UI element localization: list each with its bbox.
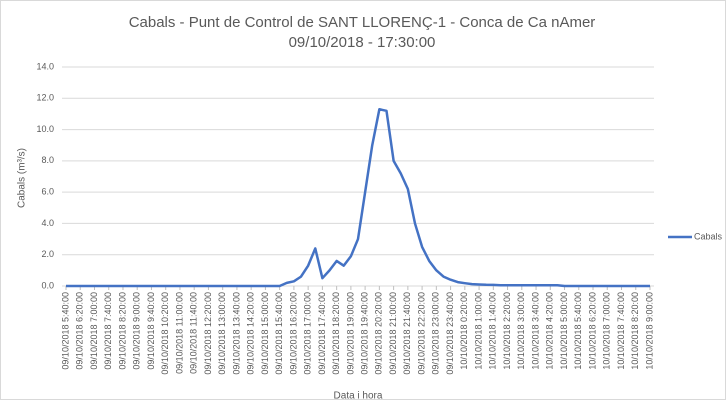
x-tick-label: 09/10/2018 6:20:00 [75, 292, 85, 370]
x-tick-label: 09/10/2018 15:40:00 [274, 292, 284, 375]
y-tick-label: 4.0 [41, 218, 54, 228]
x-tick-label: 09/10/2018 22:20:00 [416, 292, 426, 375]
x-tick-label: 09/10/2018 11:40:00 [189, 292, 199, 374]
y-tick-label: 6.0 [41, 187, 54, 197]
y-tick-label: 14.0 [36, 61, 54, 71]
x-tick-label: 10/10/2018 3:40:00 [530, 292, 540, 370]
y-tick-label: 0.0 [41, 280, 54, 290]
x-tick-label: 09/10/2018 21:40:00 [402, 292, 412, 375]
x-tick-label: 10/10/2018 8:20:00 [630, 292, 640, 370]
chart-subtitle: 09/10/2018 - 17:30:00 [289, 34, 436, 51]
legend-label: Cabals [694, 231, 723, 241]
x-tick-label: 09/10/2018 9:40:00 [146, 292, 156, 370]
x-tick-label: 09/10/2018 15:00:00 [260, 292, 270, 375]
x-tick-label: 10/10/2018 3:00:00 [516, 292, 526, 370]
x-tick-label: 10/10/2018 9:00:00 [644, 292, 654, 370]
x-tick-label: 09/10/2018 7:40:00 [103, 292, 113, 370]
x-tick-label: 09/10/2018 13:40:00 [231, 292, 241, 375]
x-tick-label: 09/10/2018 14:20:00 [246, 292, 256, 375]
x-tick-label: 09/10/2018 5:40:00 [60, 292, 70, 370]
x-tick-label: 09/10/2018 12:20:00 [203, 292, 213, 375]
data-line [66, 107, 650, 288]
x-tick-label: 10/10/2018 5:00:00 [559, 292, 569, 370]
x-tick-label: 10/10/2018 5:40:00 [573, 292, 583, 370]
x-tick-label: 09/10/2018 19:00:00 [345, 292, 355, 375]
y-axis-title: Cabals (m³/s) [17, 148, 28, 208]
x-tick-label: 09/10/2018 11:00:00 [174, 292, 184, 374]
x-tick-label: 09/10/2018 18:20:00 [331, 292, 341, 375]
x-tick-label: 09/10/2018 17:40:00 [317, 292, 327, 375]
x-tick-label: 09/10/2018 13:00:00 [217, 292, 227, 375]
y-tick-label: 2.0 [41, 249, 54, 259]
x-tick-label: 10/10/2018 2:20:00 [502, 292, 512, 370]
x-tick-label: 10/10/2018 7:00:00 [602, 292, 612, 370]
x-tick-label: 09/10/2018 19:40:00 [359, 292, 369, 375]
x-tick-label: 09/10/2018 17:00:00 [303, 292, 313, 375]
x-tick-label: 10/10/2018 4:20:00 [545, 292, 555, 370]
x-tick-label: 09/10/2018 8:20:00 [117, 292, 127, 370]
x-tick-label: 09/10/2018 23:40:00 [445, 292, 455, 375]
x-tick-label: 09/10/2018 16:20:00 [288, 292, 298, 375]
y-tick-label: 12.0 [36, 93, 54, 103]
x-axis-title: Data i hora [334, 391, 383, 400]
y-tick-label: 8.0 [41, 155, 54, 165]
x-tick-label: 09/10/2018 7:00:00 [89, 292, 99, 370]
x-tick-label: 10/10/2018 0:20:00 [459, 292, 469, 370]
x-tick-label: 09/10/2018 20:20:00 [374, 292, 384, 375]
y-tick-label: 10.0 [36, 124, 54, 134]
x-tick-label: 09/10/2018 10:20:00 [160, 292, 170, 375]
x-tick-label: 09/10/2018 21:00:00 [388, 292, 398, 375]
x-tick-label: 10/10/2018 7:40:00 [616, 292, 626, 370]
x-tick-label: 10/10/2018 6:20:00 [587, 292, 597, 370]
x-tick-label: 10/10/2018 1:00:00 [473, 292, 483, 370]
x-tick-label: 09/10/2018 9:00:00 [132, 292, 142, 370]
x-tick-label: 10/10/2018 1:40:00 [488, 292, 498, 370]
x-tick-label: 09/10/2018 23:00:00 [431, 292, 441, 375]
chart-title: Cabals - Punt de Control de SANT LLORENÇ… [129, 14, 596, 31]
